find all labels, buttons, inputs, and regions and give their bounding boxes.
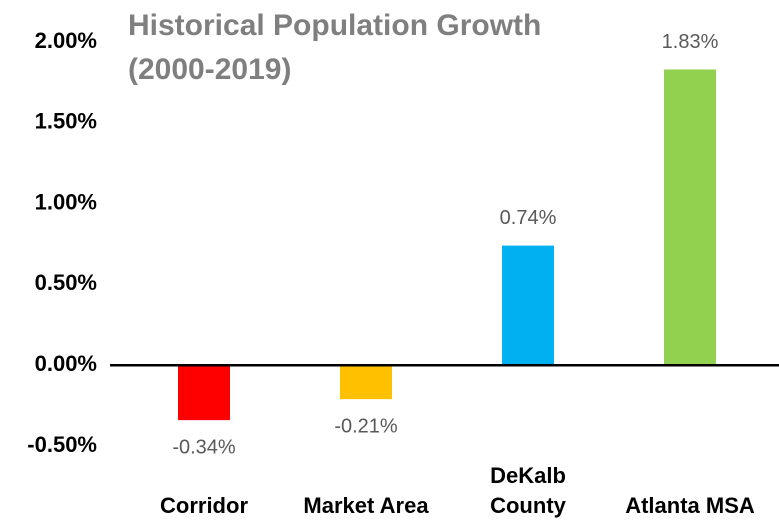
y-tick-label: 1.50% [35,109,97,134]
bar [178,365,230,421]
value-label: -0.21% [334,415,398,437]
bar [502,245,554,366]
y-tick-label: 1.00% [35,189,97,214]
y-tick-label: 0.00% [35,351,97,376]
x-tick-label: Atlanta MSA [625,493,755,518]
value-label: 0.74% [500,207,557,229]
y-tick-label: 0.50% [35,270,97,295]
y-tick-label: 2.00% [35,28,97,53]
bar [340,365,392,400]
value-label: -0.34% [172,436,236,458]
y-tick-label: -0.50% [27,432,97,457]
chart-title: Historical Population Growth (2000-2019) [128,9,542,86]
x-tick-label: Corridor [160,493,248,518]
bar [664,69,716,366]
x-tick-label: DeKalb County [490,463,566,518]
x-tick-label: Market Area [303,493,429,518]
value-label: 1.83% [662,31,719,53]
